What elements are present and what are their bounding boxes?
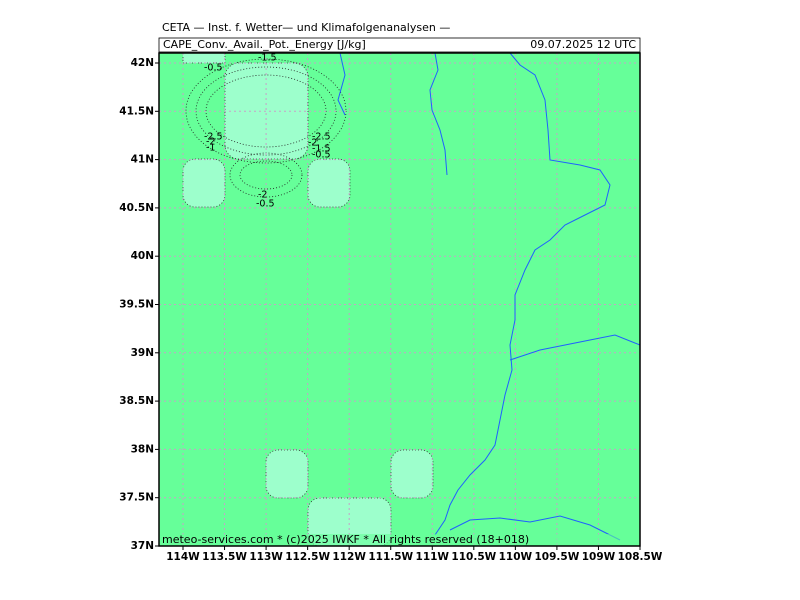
contour-label: -2 bbox=[308, 138, 317, 149]
lon-tick-label: 111W bbox=[416, 551, 450, 563]
title: CETA — Inst. f. Wetter— und Klimafolgena… bbox=[162, 21, 450, 34]
contour-label: -2.5 bbox=[204, 132, 223, 143]
contour-label: -1 bbox=[206, 143, 215, 154]
lat-tick-label: 38.5N bbox=[119, 395, 154, 407]
lat-tick-label: 41N bbox=[131, 154, 154, 166]
contour-label: -0.5 bbox=[312, 150, 331, 161]
contour-label: -1.5 bbox=[258, 53, 277, 64]
footer: meteo-services.com * (c)2025 IWKF * All … bbox=[162, 533, 529, 546]
lon-tick-label: 112W bbox=[332, 551, 366, 563]
lat-tick-label: 39.5N bbox=[119, 299, 154, 311]
contour-label: -0.5 bbox=[256, 199, 275, 210]
river bbox=[434, 52, 611, 536]
light-patch bbox=[182, 52, 226, 64]
light-patch bbox=[307, 158, 351, 208]
river bbox=[337, 52, 346, 116]
river bbox=[449, 515, 621, 541]
contour-label: -2 bbox=[206, 137, 215, 148]
lat-tick-label: 38N bbox=[131, 443, 154, 455]
lat-tick-label: 40N bbox=[131, 250, 154, 262]
lon-tick-label: 111.5W bbox=[368, 551, 413, 563]
contour-label: -0.5 bbox=[204, 63, 223, 74]
river bbox=[509, 334, 641, 361]
lon-tick-label: 110.5W bbox=[451, 551, 496, 563]
footer-box bbox=[159, 534, 640, 546]
lon-tick-label: 113W bbox=[249, 551, 283, 563]
light-patch bbox=[265, 449, 309, 499]
lat-tick-label: 37N bbox=[131, 540, 154, 552]
contour bbox=[239, 160, 293, 190]
lon-tick-label: 109W bbox=[582, 551, 616, 563]
lon-tick-label: 110W bbox=[499, 551, 533, 563]
subtitle: CAPE_Conv._Avail._Pot._Energy [J/kg] bbox=[163, 38, 366, 51]
river bbox=[429, 52, 448, 176]
contour-label: -2 bbox=[258, 190, 267, 201]
lat-tick-label: 40.5N bbox=[119, 202, 154, 214]
lon-tick-label: 109.5W bbox=[535, 551, 580, 563]
lat-tick-label: 37.5N bbox=[119, 492, 154, 504]
lon-tick-label: 113.5W bbox=[202, 551, 247, 563]
subtitle-box bbox=[158, 37, 641, 53]
light-patch bbox=[390, 449, 434, 499]
light-patch bbox=[182, 158, 226, 208]
map-frame bbox=[158, 52, 641, 547]
contour-label: -1.5 bbox=[312, 144, 331, 155]
lon-tick-label: 108.5W bbox=[618, 551, 663, 563]
lon-tick-label: 114W bbox=[166, 551, 200, 563]
lat-tick-label: 42N bbox=[131, 57, 154, 69]
contour-label: -2.5 bbox=[312, 132, 331, 143]
map-area: -1.5 -0.5 -2.5 -2 -1 -2.5 -2 -1.5 -0.5 -… bbox=[158, 52, 641, 547]
lat-tick-label: 39N bbox=[131, 347, 154, 359]
date: 09.07.2025 12 UTC bbox=[530, 38, 636, 51]
lon-tick-label: 112.5W bbox=[285, 551, 330, 563]
lat-tick-label: 41.5N bbox=[119, 105, 154, 117]
